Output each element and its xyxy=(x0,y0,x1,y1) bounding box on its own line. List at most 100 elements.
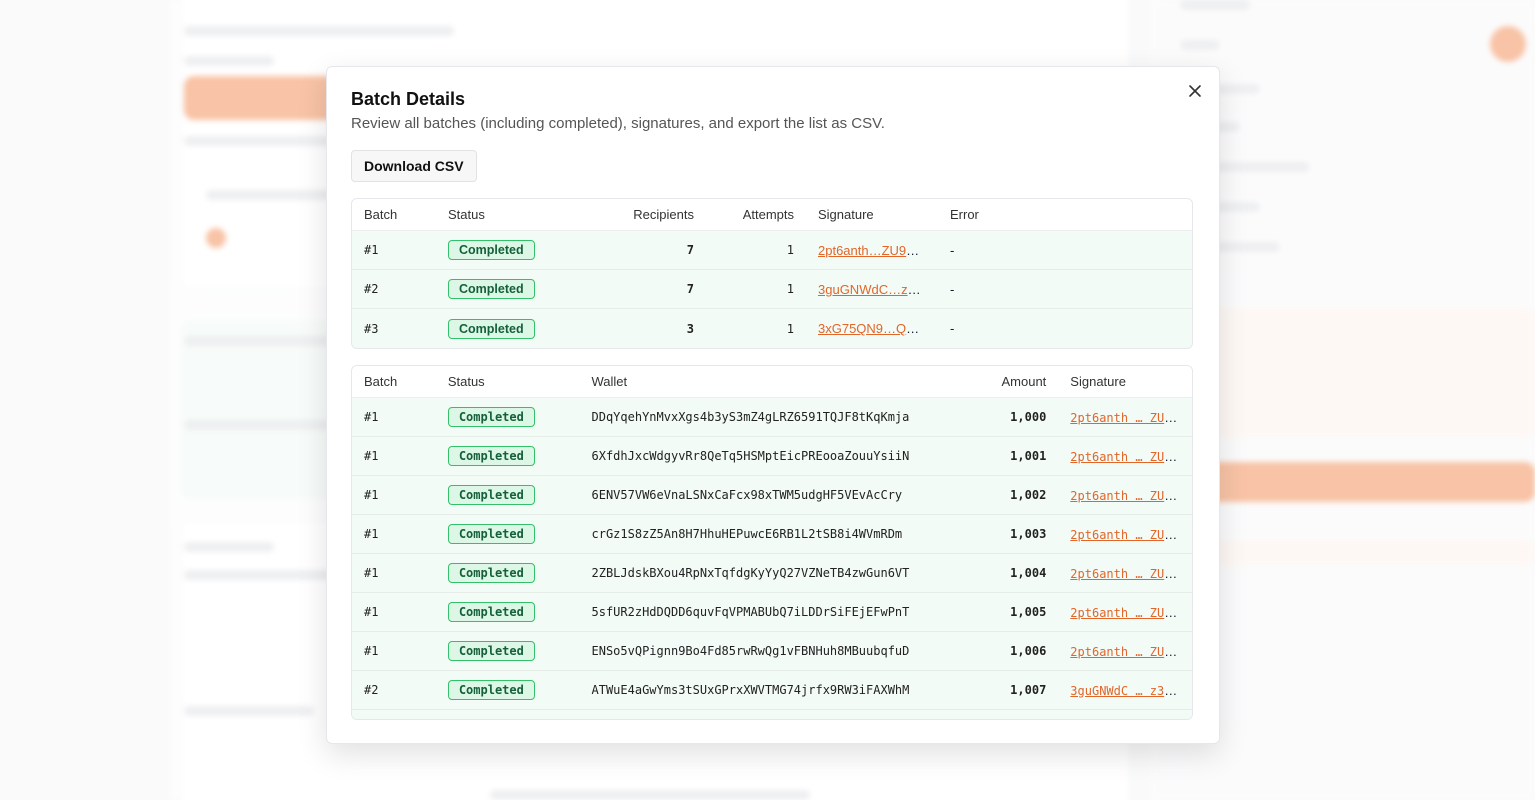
status-badge: Completed xyxy=(447,563,535,583)
error-value: - xyxy=(950,321,955,336)
recipients-count: 7 xyxy=(686,243,694,257)
header-signature: Signature xyxy=(818,207,874,222)
signature-link[interactable]: 2pt6anth…ZU9dF1yd xyxy=(818,242,938,258)
signature-link[interactable]: 2pt6anth … ZU9d… xyxy=(1070,605,1186,620)
signature-link[interactable]: 2pt6anth … ZU9d… xyxy=(1070,527,1186,542)
batch-number: #1 xyxy=(364,449,379,463)
signature-cell: 3xG75QN9…QEpFxL… xyxy=(806,321,938,336)
batch-number: #2 xyxy=(364,683,379,697)
status-cell: Completed xyxy=(436,446,580,466)
close-button[interactable] xyxy=(1185,81,1205,101)
recipient-rows: #1 Completed DDqYqehYnMvxXgs4b3yS3mZ4gLR… xyxy=(352,398,1192,719)
signature-cell: 3guGNWdC … z3GH… xyxy=(1058,683,1192,698)
signature-cell: 2pt6anth…ZU9dF1yd xyxy=(806,243,938,258)
status-cell: Completed xyxy=(436,240,596,260)
header-error: Error xyxy=(950,207,979,222)
amount-value: 1,005 xyxy=(1010,605,1047,619)
batch-number: #2 xyxy=(364,282,379,296)
batch-table-header: Batch Status Recipients Attempts Signatu… xyxy=(352,199,1192,231)
table-row: #2 Completed 7 1 3guGNWdC…z3GH… - xyxy=(352,270,1192,309)
attempts-count: 1 xyxy=(786,321,794,336)
amount-value: 1,006 xyxy=(1010,644,1047,658)
amount-value: 1,002 xyxy=(1010,488,1047,502)
signature-cell: 2pt6anth … ZU9d… xyxy=(1058,488,1192,503)
header-signature: Signature xyxy=(1070,374,1126,389)
table-row: #1 Completed ENSo5vQPignn9Bo4Fd85rwRwQg1… xyxy=(352,632,1192,671)
attempts-count: 1 xyxy=(786,282,794,296)
wallet-address: DDqYqehYnMvxXgs4b3yS3mZ4gLRZ6591TQJF8tKq… xyxy=(591,410,910,424)
signature-cell: 3guGNWdC…z3GH… xyxy=(806,282,938,297)
table-row: #3 Completed 3 1 3xG75QN9…QEpFxL… - xyxy=(352,309,1192,348)
status-badge: Completed xyxy=(447,407,535,427)
amount-value: 1,003 xyxy=(1010,527,1047,541)
table-row: #1 Completed 2ZBLJdskBXou4RpNxTqfdgKyYyQ… xyxy=(352,554,1192,593)
wallet-address: 6XfdhJxcWdgyvRr8QeTq5HSMptEicPREooaZouuY… xyxy=(591,449,910,463)
modal-title: Batch Details xyxy=(351,89,466,109)
signature-link[interactable]: 2pt6anth … ZU9d… xyxy=(1070,644,1186,659)
recipients-count: 7 xyxy=(686,282,694,296)
status-cell-partial: ​ xyxy=(436,712,580,719)
status-cell: Completed xyxy=(436,563,580,583)
header-recipients: Recipients xyxy=(633,207,694,222)
signature-link[interactable]: 2pt6anth … ZU9d… xyxy=(1070,488,1186,503)
status-cell: Completed xyxy=(436,602,580,622)
status-badge: Completed xyxy=(448,240,535,260)
wallet-address: 6ENV57VW6eVnaLSNxCaFcx98xTWM5udgHF5VEvAc… xyxy=(591,488,903,502)
amount-value: 1,001 xyxy=(1010,449,1047,463)
batch-details-modal: Batch Details Review all batches (includ… xyxy=(326,66,1220,744)
table-row: #1 Completed 6ENV57VW6eVnaLSNxCaFcx98xTW… xyxy=(352,476,1192,515)
amount-value: 1,000 xyxy=(1010,410,1047,424)
header-attempts: Attempts xyxy=(742,207,794,222)
batch-number: #1 xyxy=(364,410,379,424)
wallet-address: crGz1S8zZ5An8H7HhuHEPuwcE6RB1L2tSB8i4WVm… xyxy=(591,527,903,541)
batch-number: #1 xyxy=(364,566,379,580)
batch-number: #3 xyxy=(364,321,379,336)
recipient-table[interactable]: Batch Status Wallet Amount Signature #1 … xyxy=(351,365,1193,720)
status-badge: Completed xyxy=(448,279,535,299)
status-badge: Completed xyxy=(447,602,535,622)
table-row: #1 Completed DDqYqehYnMvxXgs4b3yS3mZ4gLR… xyxy=(352,398,1192,437)
status-badge: Completed xyxy=(447,524,535,544)
header-batch: Batch xyxy=(364,374,398,389)
signature-cell: 2pt6anth … ZU9d… xyxy=(1058,449,1192,464)
attempts-count: 1 xyxy=(786,243,794,257)
status-badge: Completed xyxy=(447,641,535,661)
signature-cell: 2pt6anth … ZU9d… xyxy=(1058,566,1192,581)
status-cell: Completed xyxy=(436,524,580,544)
signature-link[interactable]: 3guGNWdC…z3GH… xyxy=(818,281,938,297)
table-row: #1 Completed 7 1 2pt6anth…ZU9dF1yd - xyxy=(352,231,1192,270)
error-value: - xyxy=(950,281,955,297)
signature-link[interactable]: 2pt6anth … ZU9d… xyxy=(1070,566,1186,581)
signature-link[interactable]: 2pt6anth … ZU9d… xyxy=(1070,410,1186,425)
wallet-address: ENSo5vQPignn9Bo4Fd85rwRwQg1vFBNHuh8MBuub… xyxy=(591,644,910,658)
status-cell: Completed xyxy=(436,318,596,339)
table-row: #1 Completed crGz1S8zZ5An8H7HhuHEPuwcE6R… xyxy=(352,515,1192,554)
table-row: #1 Completed 5sfUR2zHdDQDD6quvFqVPMABUbQ… xyxy=(352,593,1192,632)
signature-link[interactable]: 2pt6anth … ZU9d… xyxy=(1070,449,1186,464)
batch-number: #1 xyxy=(364,605,379,619)
modal-description: Review all batches (including completed)… xyxy=(351,115,885,132)
amount-value: 1,004 xyxy=(1010,566,1047,580)
signature-link[interactable]: 3guGNWdC … z3GH… xyxy=(1070,683,1186,698)
batch-table: Batch Status Recipients Attempts Signatu… xyxy=(351,198,1193,349)
signature-cell: 2pt6anth … ZU9d… xyxy=(1058,410,1192,425)
amount-value: 1,007 xyxy=(1010,683,1047,697)
wallet-address: ATWuE4aGwYms3tSUxGPrxXWVTMG74jrfx9RW3iFA… xyxy=(591,683,910,697)
batch-number: #1 xyxy=(364,488,379,502)
status-cell: Completed xyxy=(436,641,580,661)
table-row-partial: ​ xyxy=(352,710,1192,719)
signature-link[interactable]: 3xG75QN9…QEpFxL… xyxy=(818,321,938,336)
recipient-table-header: Batch Status Wallet Amount Signature xyxy=(352,366,1192,398)
batch-number: #1 xyxy=(364,527,379,541)
status-badge: Completed xyxy=(448,318,535,339)
status-cell: Completed xyxy=(436,279,596,299)
signature-cell: 2pt6anth … ZU9d… xyxy=(1058,527,1192,542)
header-status: Status xyxy=(447,374,485,389)
status-cell: Completed xyxy=(436,485,580,505)
status-badge: Completed xyxy=(447,485,535,505)
error-value: - xyxy=(950,242,955,258)
download-csv-button[interactable]: Download CSV xyxy=(351,150,477,182)
close-icon xyxy=(1189,85,1201,97)
table-row: #1 Completed 6XfdhJxcWdgyvRr8QeTq5HSMptE… xyxy=(352,437,1192,476)
batch-number: #1 xyxy=(364,644,379,658)
